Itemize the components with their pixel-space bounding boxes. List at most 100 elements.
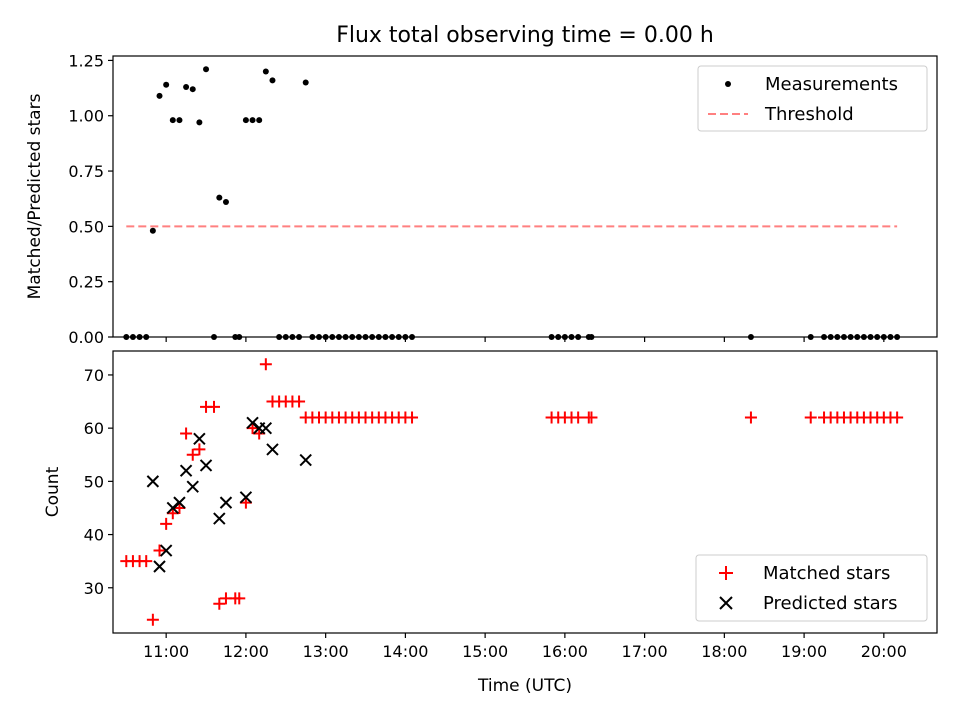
measurements-point <box>821 334 828 340</box>
legend-measurements-label: Measurements <box>765 74 898 95</box>
predicted-stars-point <box>193 432 206 445</box>
measurements-point <box>874 334 881 340</box>
measurements-point <box>894 334 901 340</box>
measurements-point <box>129 334 136 340</box>
measurements-point <box>382 334 389 340</box>
predicted-stars-point <box>266 443 279 456</box>
measurements-point <box>249 117 256 124</box>
measurements-point <box>176 117 183 124</box>
measurements-point <box>568 334 575 340</box>
matched-stars-point <box>213 597 226 610</box>
x-tick-label: 17:00 <box>622 642 668 661</box>
measurements-point <box>309 334 316 340</box>
measurements-point <box>575 334 582 340</box>
x-tick-label: 16:00 <box>542 642 588 661</box>
legend-threshold-label: Threshold <box>764 104 854 125</box>
measurements-point <box>183 83 190 90</box>
measurements-point <box>860 334 867 340</box>
measurements-point <box>163 81 170 88</box>
y-tick-label-top: 1.25 <box>68 51 104 70</box>
measurements-point <box>203 66 210 73</box>
y-tick-label-bottom: 40 <box>84 526 104 545</box>
measurements-point <box>834 334 841 340</box>
y-tick-label-top: 0.00 <box>68 328 104 347</box>
y-tick-label-bottom: 70 <box>84 366 104 385</box>
measurements-point <box>854 334 861 340</box>
measurements-point <box>555 334 562 340</box>
x-tick-label: 14:00 <box>382 642 428 661</box>
predicted-stars-point <box>219 496 233 509</box>
measurements-point <box>256 117 263 124</box>
x-tick-label: 13:00 <box>303 642 349 661</box>
measurements-point <box>269 77 276 84</box>
top-legend: Measurements Threshold <box>697 65 928 132</box>
matched-stars-point <box>406 411 419 424</box>
matched-stars-point <box>572 411 585 424</box>
measurements-point <box>561 334 568 340</box>
matched-stars-point <box>140 555 153 568</box>
measurements-point <box>242 117 249 124</box>
chart-title: Flux total observing time = 0.00 h <box>336 23 714 48</box>
top-legend-box <box>697 65 928 132</box>
measurements-point <box>369 334 376 340</box>
y-axis-label-bottom: Count <box>43 466 63 517</box>
bottom-panel: 30 40 50 60 70 11:00 12:00 13:00 14:00 15:00 16:00… <box>43 350 938 696</box>
measurements-point <box>282 334 289 340</box>
measurements-point <box>375 334 382 340</box>
matched-stars-point <box>293 395 306 408</box>
measurements-point <box>409 334 416 340</box>
matched-stars-point <box>233 592 246 605</box>
measurements-point <box>807 334 814 340</box>
measurements-point <box>349 334 356 340</box>
measurements-point <box>887 334 894 340</box>
legend-matched-label: Matched stars <box>763 563 890 584</box>
measurements-point <box>216 194 223 201</box>
measurements-point <box>211 334 218 340</box>
x-tick-label: 12:00 <box>223 642 269 661</box>
matched-stars-point <box>259 358 272 371</box>
measurements-point <box>867 334 874 340</box>
legend-matched-marker <box>719 566 733 580</box>
measurements-point <box>847 334 854 340</box>
matched-stars-point <box>744 411 757 424</box>
measurements-point <box>196 119 203 126</box>
legend-measurements-marker <box>725 81 731 87</box>
measurements-point <box>880 334 887 340</box>
measurements-point <box>335 334 342 340</box>
legend-predicted-marker <box>719 596 733 610</box>
measurements-point <box>289 334 296 340</box>
measurements-point <box>156 92 163 99</box>
matched-stars-point <box>193 443 206 456</box>
measurements-point <box>588 334 595 340</box>
matched-stars-point <box>180 427 193 440</box>
x-tick-label: 20:00 <box>861 642 907 661</box>
matched-stars-point <box>186 448 199 461</box>
measurements-point <box>136 334 143 340</box>
measurements-point <box>395 334 402 340</box>
matched-stars-point <box>804 411 817 424</box>
predicted-stars-point <box>173 496 186 509</box>
y-tick-label-top: 1.00 <box>68 107 104 126</box>
measurements-point <box>402 334 409 340</box>
predicted-stars-point <box>239 491 253 504</box>
predicted-stars-point <box>213 512 226 525</box>
measurements-point <box>262 68 269 75</box>
measurements-point <box>222 199 229 206</box>
measurements-point <box>362 334 369 340</box>
y-tick-label-bottom: 60 <box>84 419 104 438</box>
predicted-stars-point <box>159 544 173 557</box>
measurements-point <box>548 334 555 340</box>
measurements-point <box>322 334 329 340</box>
matched-stars-point <box>585 411 598 424</box>
predicted-stars-point <box>259 421 273 435</box>
measurements-point <box>296 334 303 340</box>
y-tick-label-bottom: 30 <box>84 579 104 598</box>
y-tick-label-top: 0.75 <box>68 162 104 181</box>
bottom-legend-box <box>695 554 928 622</box>
measurements-point <box>389 334 396 340</box>
predicted-stars-point <box>299 453 312 467</box>
measurements-point <box>189 86 196 93</box>
y-axis-label-top: Matched/Predicted stars <box>25 93 45 299</box>
x-tick-label: 19:00 <box>781 642 827 661</box>
